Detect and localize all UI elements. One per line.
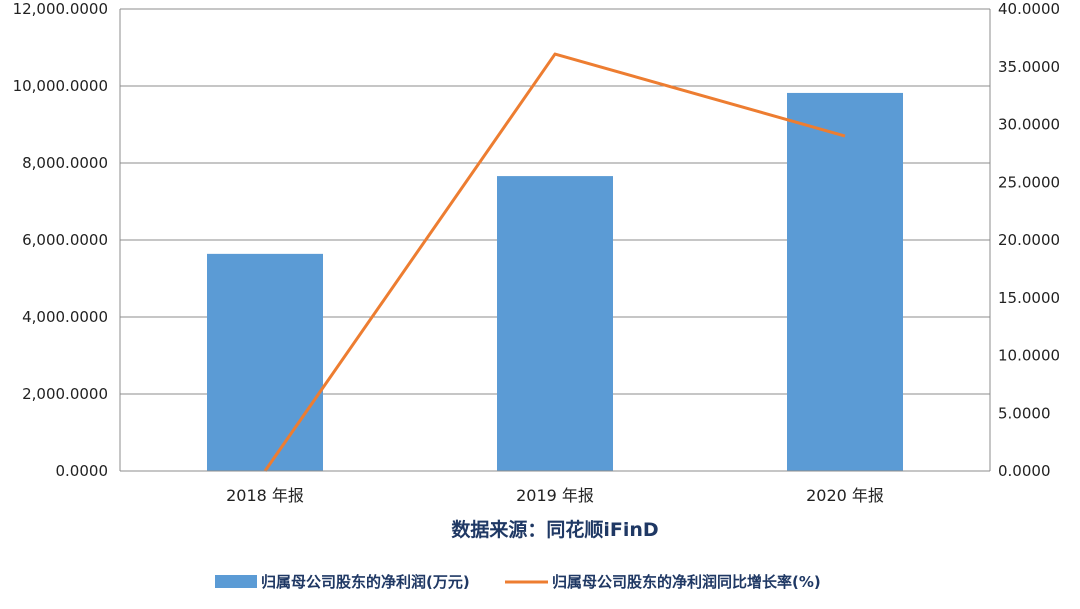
right-tick-label: 0.0000 — [998, 462, 1051, 480]
legend-bar-label: 归属母公司股东的净利润(万元) — [261, 573, 470, 591]
left-axis-ticks: 0.0000 2,000.0000 4,000.0000 6,000.0000 8,00… — [13, 0, 108, 480]
left-tick-label: 12,000.0000 — [13, 0, 108, 18]
right-tick-label: 20.0000 — [998, 231, 1060, 249]
axes — [119, 9, 991, 472]
right-tick-label: 5.0000 — [998, 404, 1051, 422]
source-note: 数据来源：同花顺iFinD — [451, 518, 658, 541]
bar — [497, 176, 613, 471]
growth-line — [263, 52, 846, 472]
right-tick-label: 35.0000 — [998, 58, 1060, 76]
right-tick-label: 10.0000 — [998, 347, 1060, 365]
legend-bar-swatch — [215, 575, 257, 588]
right-tick-label: 25.0000 — [998, 173, 1060, 191]
left-tick-label: 2,000.0000 — [22, 385, 108, 403]
left-tick-label: 8,000.0000 — [22, 154, 108, 172]
bar — [207, 253, 323, 471]
line-series — [263, 52, 846, 472]
right-tick-label: 30.0000 — [998, 116, 1060, 134]
left-tick-label: 4,000.0000 — [22, 308, 108, 326]
right-axis-ticks: 0.0000 5.0000 10.0000 15.0000 20.0000 25.0000… — [998, 0, 1060, 480]
category-label: 2020 年报 — [806, 486, 884, 505]
category-labels: 2018 年报 2019 年报 2020 年报 — [226, 486, 884, 505]
bar — [787, 92, 903, 472]
category-label: 2018 年报 — [226, 486, 304, 505]
legend: 归属母公司股东的净利润(万元) 归属母公司股东的净利润同比增长率(%) — [215, 573, 821, 591]
right-tick-label: 15.0000 — [998, 289, 1060, 307]
legend-line-label: 归属母公司股东的净利润同比增长率(%) — [552, 573, 821, 591]
left-tick-label: 0.0000 — [56, 462, 109, 480]
bar-series — [207, 92, 903, 472]
right-tick-label: 40.0000 — [998, 0, 1060, 18]
left-tick-label: 6,000.0000 — [22, 231, 108, 249]
category-label: 2019 年报 — [516, 486, 594, 505]
left-tick-label: 10,000.0000 — [13, 77, 108, 95]
